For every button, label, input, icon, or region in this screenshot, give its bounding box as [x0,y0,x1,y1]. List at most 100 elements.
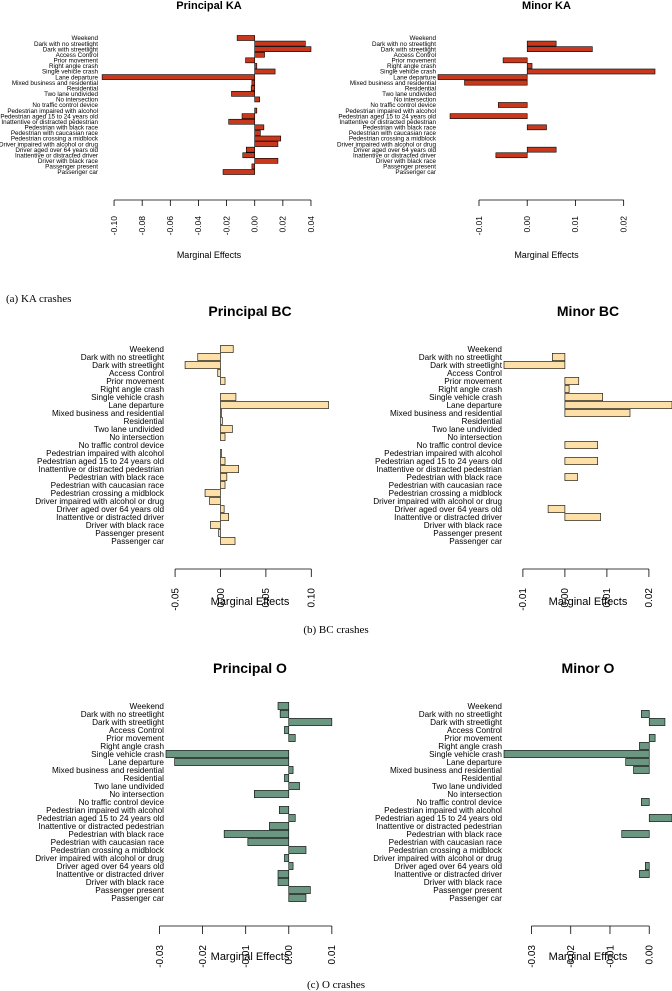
principal-o-category-label: Residential [123,774,164,783]
minor-ka-category-label: Access Control [394,52,436,59]
principal-o-bar [174,758,290,766]
principal-o-category-label: Pedestrian crossing a midblock [51,846,165,855]
principal-o-bar [288,782,300,790]
minor-o-category-label: Dark with no streetlight [419,710,503,719]
minor-ka-x-tick-label: 0.00 [522,216,532,233]
principal-bc-bar [210,521,221,529]
minor-ka-title: Minor KA [522,0,571,12]
principal-bc-bar [220,433,226,441]
minor-ka-category-label: Passenger car [395,169,436,176]
minor-ka-category-label: Dark with streetlight [381,46,437,53]
minor-bc-category-label: No intersection [447,433,502,442]
minor-o-category-label: Driver with black race [424,878,503,887]
principal-o-bar [284,726,290,734]
minor-bc-bar [503,361,566,369]
minor-bc-category-label: Lane departure [446,401,502,410]
minor-ka-category-label: Driver with black race [376,158,437,165]
principal-o-x-label: Marginal Effects [211,951,290,963]
minor-bc-category-label: Access Control [447,369,502,378]
principal-ka-category-label: Pedestrian crossing a midblock [11,136,99,143]
minor-o-category-label: Pedestrian with black race [406,830,502,839]
minor-bc-category-label: Pedestrian aged 15 to 24 years old [375,457,502,466]
minor-o-category-label: No intersection [447,790,502,799]
minor-bc-bar [564,393,604,401]
minor-bc-x-tick-label: -0.01 [518,588,529,611]
minor-o-category-label: Access Control [447,726,502,735]
principal-o-category-label: Driver aged over 64 years old [57,862,165,871]
principal-ka-x-tick-label: 0.02 [278,216,288,233]
principal-bc-bar [220,505,225,513]
principal-ka-bar [254,141,279,147]
principal-bc-bar [218,529,221,537]
minor-ka-x-tick-label: 0.02 [618,216,628,233]
principal-o-category-label: No intersection [109,790,164,799]
principal-ka-category-label: No traffic control device [32,102,98,109]
minor-o-category-label: Driver impaired with alcohol or drug [373,854,502,863]
principal-bc-category-label: No traffic control device [79,441,165,450]
minor-ka-bar [464,79,528,86]
principal-bc-category-label: Driver with black race [86,521,165,530]
minor-o-category-label: Pedestrian impaired with alcohol [384,806,502,815]
minor-bc-category-label: Driver with black race [424,521,503,530]
minor-o-bar [621,830,650,838]
minor-ka-bar [502,57,528,64]
principal-o-bar [288,814,296,822]
principal-o-bar [277,870,290,878]
minor-ka-bar [526,68,656,75]
minor-o-category-label: Pedestrian with caucasian race [389,838,503,847]
principal-bc-category-label: Right angle crash [100,385,164,394]
principal-bc-category-label: Lane departure [108,401,164,410]
principal-bc-category-label: Prior movement [106,377,165,386]
principal-o-bar [284,774,290,782]
minor-o-x-tick-label: 0.00 [645,945,656,965]
principal-ka-x-tick-label: -0.02 [221,216,231,236]
minor-o-x-tick-label: -0.02 [566,945,577,968]
principal-o-category-label: Dark with no streetlight [81,710,165,719]
minor-bc-category-label: Pedestrian crossing a midblock [389,489,503,498]
caption-bc-text: (b) BC crashes [303,624,368,636]
minor-o-category-label: Right angle crash [438,742,502,751]
caption-o-text: (c) O crashes [307,979,365,991]
minor-o-category-label: Two lane undivided [432,782,503,791]
principal-ka-category-label: Dark with no streetlight [34,41,98,48]
principal-bc-bar [220,377,226,385]
principal-ka-category-label: Weekend [72,35,99,42]
minor-bc-category-label: Passenger present [433,529,502,538]
principal-bc-category-label: Driver impaired with alcohol or drug [35,497,164,506]
principal-bc-category-label: Pedestrian impaired with alcohol [46,449,164,458]
principal-ka-bar [222,169,256,175]
minor-ka-category-label: Driver impaired with alcohol or drug [337,141,437,148]
minor-ka-bar [497,102,528,108]
principal-ka-x-tick-label: -0.04 [193,216,203,236]
minor-ka-x-label: Marginal Effects [514,250,579,260]
principal-bc-x-tick-label: -0.05 [170,588,181,611]
principal-ka-bar [251,163,256,170]
principal-ka-category-label: Dark with streetlight [43,46,99,53]
minor-bc-bar [564,441,598,449]
principal-bc-category-label: Dark with streetlight [92,361,165,370]
principal-bc-bar [220,465,239,473]
principal-ka-bar [254,158,279,164]
principal-bc-x-tick-label: 0.00 [216,588,227,608]
principal-ka-bar [254,51,265,58]
principal-o-x-tick-label: -0.03 [155,945,166,968]
principal-ka-bar [254,96,260,103]
principal-ka-bar [236,35,256,41]
minor-bc-category-label: Passenger car [449,537,502,546]
minor-bc-bar [564,457,598,465]
principal-o-bar [269,822,290,830]
minor-bc-bar [564,409,631,417]
minor-bc-category-label: Single vehicle crash [429,393,502,402]
principal-o-category-label: Dark with streetlight [92,718,165,727]
principal-ka-bar [245,146,256,153]
principal-bc-bar [209,497,221,505]
principal-ka-category-label: Driver aged over 64 years old [15,147,98,154]
principal-o-bar [288,846,307,854]
principal-o-x-tick-label: 0.00 [284,945,295,965]
principal-o-category-label: Lane departure [108,758,164,767]
minor-ka-category-label: No traffic control device [370,102,436,109]
principal-o-bar [247,838,290,846]
principal-ka-bar [254,68,276,75]
principal-o-bar [288,894,307,902]
